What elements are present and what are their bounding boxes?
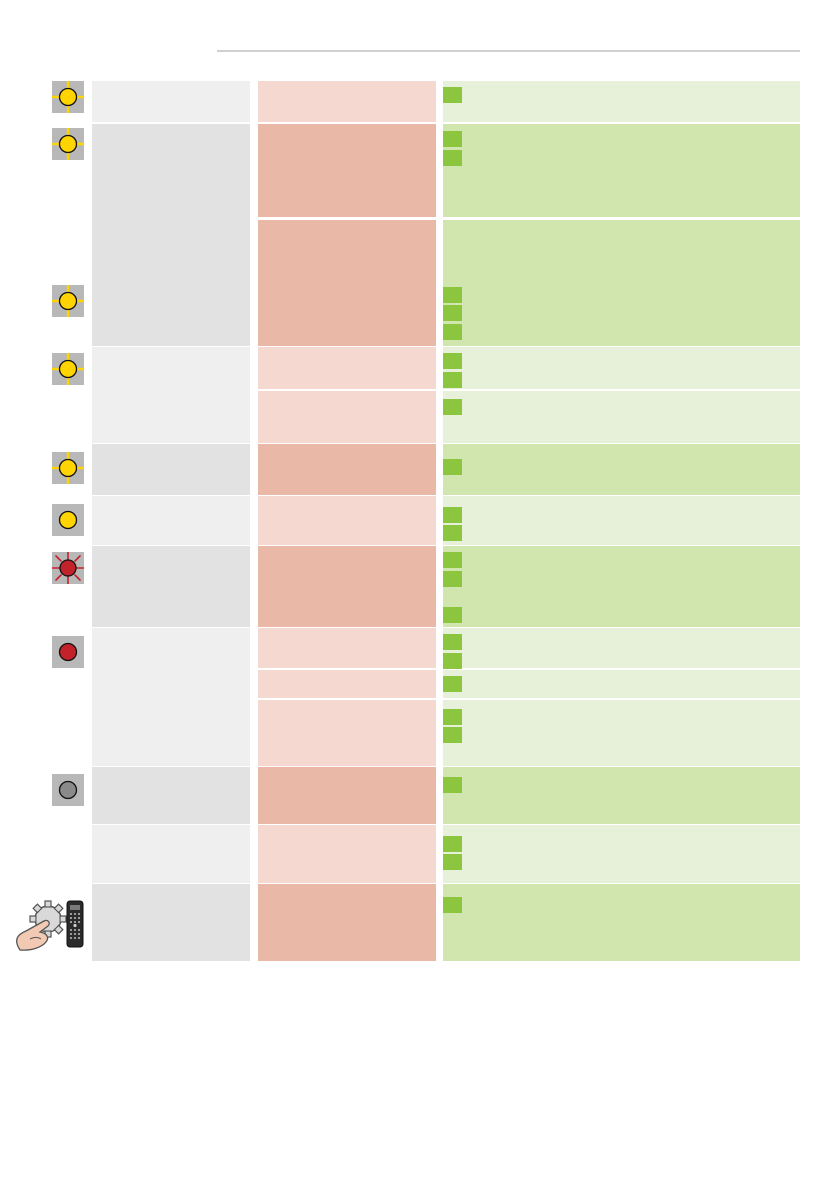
green-marker [443,634,462,650]
col3-cell [443,884,800,961]
col3-cell [443,81,800,122]
col1-cell [92,767,250,824]
col1-cell [92,124,250,346]
col1-cell [92,628,250,766]
green-marker [443,727,462,743]
col3-cell [443,347,800,389]
col1-cell [92,884,250,961]
green-marker [443,854,462,870]
col1-cell [92,546,250,627]
col2-cell [258,124,436,217]
led-yellow-blinking-icon [52,353,84,385]
col2-cell [258,628,436,668]
green-marker [443,777,462,793]
col3-cell [443,628,800,668]
col2-cell [258,444,436,495]
green-marker [443,709,462,725]
col2-cell [258,546,436,627]
green-marker [443,150,462,166]
green-marker [443,525,462,541]
col3-cell [443,670,800,698]
green-marker [443,305,462,321]
led-yellow-blinking-icon [52,452,84,484]
col3-cell [443,220,800,346]
col1-cell [92,825,250,883]
green-marker [443,653,462,669]
col2-cell [258,347,436,389]
col3-cell [443,546,800,627]
col3-cell [443,124,800,217]
settings-hand-remote-control-icon [0,895,88,953]
col1-cell [92,444,250,495]
led-yellow-steady-icon [52,504,84,536]
green-marker [443,87,462,103]
col2-cell [258,391,436,443]
green-marker [443,459,462,475]
col3-cell [443,767,800,824]
col2-cell [258,496,436,545]
green-marker [443,607,462,623]
col1-cell [92,347,250,443]
led-yellow-blinking-icon [52,81,84,113]
green-marker [443,324,462,340]
green-marker [443,353,462,369]
col2-cell [258,220,436,346]
green-marker [443,552,462,568]
led-grey-off-icon [52,774,84,806]
green-marker [443,399,462,415]
green-marker [443,372,462,388]
col1-cell [92,81,250,122]
col2-cell [258,700,436,766]
col3-cell [443,444,800,495]
col3-cell [443,700,800,766]
col2-cell [258,825,436,883]
green-marker [443,131,462,147]
green-marker [443,287,462,303]
header-rule [217,50,800,52]
col3-cell [443,391,800,443]
led-yellow-blinking-icon [52,285,84,317]
col3-cell [443,825,800,883]
led-red-blinking-icon [52,552,84,584]
col2-cell [258,884,436,961]
green-marker [443,897,462,913]
green-marker [443,836,462,852]
green-marker [443,507,462,523]
col3-cell [443,496,800,545]
col2-cell [258,81,436,122]
green-marker [443,571,462,587]
led-yellow-blinking-icon [52,128,84,160]
led-red-steady-icon [52,636,84,668]
col2-cell [258,670,436,698]
col2-cell [258,767,436,824]
col1-cell [92,496,250,545]
green-marker [443,676,462,692]
